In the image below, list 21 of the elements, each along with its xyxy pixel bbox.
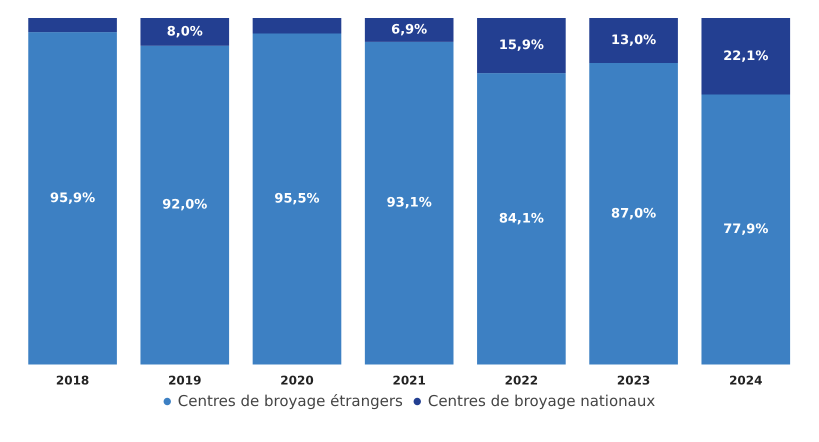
data-label: 6,9% [391, 22, 428, 38]
legend-label: Centres de broyage nationaux [428, 392, 656, 410]
data-label: 13,0% [611, 32, 656, 48]
legend-label: Centres de broyage étrangers [178, 392, 403, 410]
data-label: 92,0% [162, 198, 208, 213]
data-label: 8,0% [166, 24, 203, 40]
x-tick-label: 2018 [56, 374, 90, 388]
data-label: 87,0% [611, 206, 656, 222]
x-tick-label: 2020 [280, 374, 314, 388]
data-label: 77,9% [723, 222, 768, 238]
data-label: 95,5% [274, 192, 320, 207]
x-tick-label: 2024 [729, 374, 762, 388]
data-label: 93,1% [386, 196, 432, 211]
x-tick-label: 2019 [168, 374, 202, 388]
data-label: 15,9% [498, 38, 544, 54]
x-tick-label: 2021 [392, 374, 426, 388]
x-tick-label: 2023 [616, 374, 650, 388]
data-label: 95,9% [50, 190, 96, 206]
x-tick-label: 2022 [504, 374, 538, 388]
data-label: 22,1% [723, 48, 768, 64]
data-label: 84,1% [498, 211, 544, 226]
